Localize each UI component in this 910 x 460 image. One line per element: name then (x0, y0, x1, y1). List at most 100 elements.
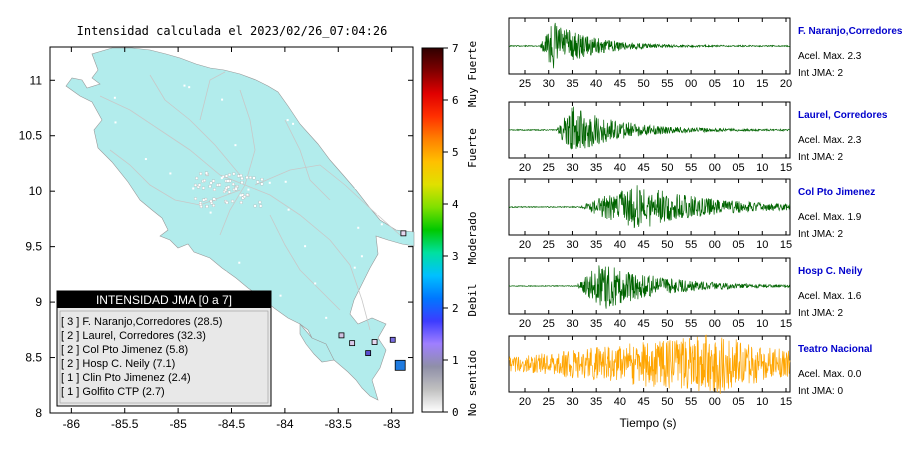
town-marker (259, 204, 263, 208)
map-x-tick-label: -85.5 (111, 417, 139, 431)
waveform-tick-label: 25 (543, 396, 555, 408)
map-y-tick-label: 10 (29, 184, 43, 198)
waveform-tick-label: 30 (566, 396, 578, 408)
town-marker (256, 180, 260, 184)
colorbar-label-fuerte: Fuerte (466, 128, 479, 168)
station-name: F. Naranjo,Corredores (798, 26, 903, 37)
town-marker (227, 190, 231, 194)
road-line (219, 89, 256, 236)
map-panel: Intensidad calculada el 2023/02/26_07:04… (19, 24, 415, 431)
colorbar-tick-label: 2 (452, 302, 459, 315)
station-markers (338, 230, 407, 371)
town-marker (220, 177, 223, 180)
road-network (99, 71, 401, 331)
town-marker (284, 180, 287, 183)
station-marker (400, 230, 407, 237)
waveform-trace (509, 334, 791, 394)
intensity-legend: INTENSIDAD JMA [0 a 7] [ 3 ] F. Naranjo,… (56, 290, 272, 407)
waveform-tick-label: 55 (685, 318, 697, 330)
map-y-tick-label: 11 (30, 73, 43, 87)
waveform-tick-label: 05 (732, 318, 744, 330)
town-marker (325, 316, 328, 319)
map-y-tick-label: 9 (35, 295, 42, 309)
road-line (254, 164, 401, 236)
town-marker (225, 201, 229, 205)
town-marker (226, 179, 230, 183)
town-marker (194, 197, 197, 201)
town-marker (203, 179, 206, 182)
map-x-tick-label: -83 (383, 417, 401, 431)
town-marker (221, 98, 224, 101)
map-y-tick-label: 10.5 (19, 129, 43, 143)
waveform-tick-label: 10 (732, 78, 744, 90)
map-y-tick-label: 8.5 (25, 351, 42, 365)
map-y-tick-label: 8 (35, 406, 42, 420)
waveform-tick-label: 10 (756, 318, 768, 330)
int-jma-label: Int JMA: 2 (798, 68, 843, 79)
town-marker (380, 223, 383, 226)
colorbar-tick-label: 6 (452, 94, 459, 107)
int-jma-label: Int JMA: 2 (798, 152, 843, 163)
waveform-tick-label: 45 (638, 396, 650, 408)
town-marker (258, 200, 262, 204)
town-marker (199, 172, 203, 176)
waveform-tick-label: 35 (590, 318, 602, 330)
waveform-tick-label: 00 (709, 318, 721, 330)
town-marker (240, 181, 244, 184)
town-marker (338, 125, 341, 128)
town-marker (360, 255, 363, 258)
colorbar-label-no-sentido: No sentido (466, 350, 479, 416)
waveform-tick-label: 05 (732, 162, 744, 174)
town-marker (353, 266, 356, 269)
town-marker (234, 187, 238, 191)
town-marker (292, 122, 295, 125)
town-marker (245, 193, 249, 197)
road-line (199, 71, 226, 121)
waveform-x-label: Tiempo (s) (620, 416, 677, 430)
town-marker (99, 180, 102, 183)
waveform-panel: 20 25 30 35 40 45 50 55 00 05 10 15 Laurel, Corredor… (508, 101, 888, 174)
town-marker (260, 178, 264, 181)
acel-max-label: Acel. Max. 1.6 (798, 291, 862, 302)
waveform-tick-label: 05 (709, 78, 721, 90)
town-marker (199, 205, 203, 209)
waveform-tick-label: 40 (614, 162, 626, 174)
legend-item: [ 3 ] F. Naranjo,Corredores (28.5) (61, 316, 222, 328)
waveform-tick-label: 20 (519, 318, 531, 330)
map-x-axis: -86 -85.5 -85 -84.5 -84 -83.5 -83 (63, 47, 401, 431)
town-marker (314, 282, 317, 285)
road-line (284, 119, 331, 201)
intensity-colorbar: 0 1 2 3 4 5 6 7 No sentido Debil Moderado Fuert… (421, 41, 479, 419)
town-marker (209, 181, 213, 185)
waveform-tick-label: 10 (756, 162, 768, 174)
waveform-tick-label: 00 (709, 396, 721, 408)
waveform-tick-label: 00 (709, 239, 721, 251)
town-marker (247, 188, 250, 191)
legend-item: [ 2 ] Col Pto Jimenez (5.8) (61, 344, 188, 356)
map-x-tick-label: -86 (63, 417, 81, 431)
waveform-trace (508, 265, 791, 309)
town-marker (192, 187, 195, 190)
map-x-tick-label: -85 (169, 417, 187, 431)
town-marker (221, 175, 225, 179)
road-line (269, 214, 341, 311)
waveform-tick-label: 00 (709, 162, 721, 174)
town-marker (227, 185, 230, 189)
land-shape (65, 47, 415, 401)
acel-max-label: Acel. Max. 2.3 (798, 135, 862, 146)
legend-item: [ 2 ] Laurel, Corredores (32.3) (61, 330, 206, 342)
town-marker (253, 204, 257, 208)
waveform-tick-label: 30 (543, 78, 555, 90)
town-marker (183, 84, 186, 87)
station-marker (371, 339, 378, 345)
waveform-tick-label: 55 (685, 396, 697, 408)
town-marker (224, 271, 227, 274)
waveform-tick-label: 50 (638, 78, 650, 90)
station-name: Laurel, Corredores (798, 110, 888, 121)
town-marker (357, 226, 360, 229)
town-marker (225, 174, 228, 178)
waveform-panel: 25 30 35 40 45 50 55 00 05 10 15 20 F. Naranjo,Corre… (508, 17, 903, 90)
station-name: Teatro Nacional (798, 344, 872, 355)
town-marker (237, 174, 241, 178)
station-marker (365, 350, 372, 357)
